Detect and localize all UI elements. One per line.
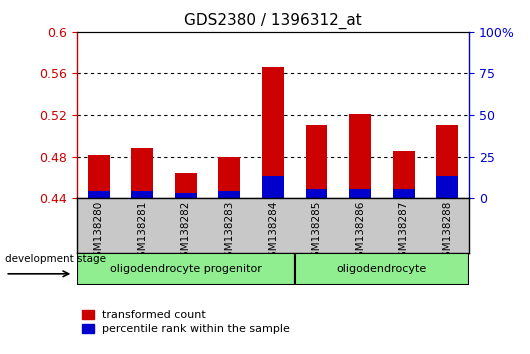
Text: oligodendrocyte progenitor: oligodendrocyte progenitor (110, 264, 262, 274)
FancyBboxPatch shape (295, 253, 469, 285)
Text: GSM138280: GSM138280 (94, 201, 104, 264)
Text: oligodendrocyte: oligodendrocyte (337, 264, 427, 274)
Bar (88, 191, 110, 198)
Bar (436, 125, 458, 198)
Bar (262, 67, 284, 198)
Text: GSM138281: GSM138281 (137, 201, 147, 264)
Text: development stage: development stage (5, 255, 107, 264)
Bar (262, 176, 284, 198)
Text: GSM138283: GSM138283 (224, 201, 234, 264)
Title: GDS2380 / 1396312_at: GDS2380 / 1396312_at (184, 13, 362, 29)
Legend: transformed count, percentile rank within the sample: transformed count, percentile rank withi… (82, 310, 290, 334)
Bar (349, 114, 371, 198)
Text: GSM138284: GSM138284 (268, 201, 278, 264)
Bar (436, 176, 458, 198)
Text: GSM138287: GSM138287 (399, 201, 409, 264)
Bar (131, 148, 153, 198)
Text: GSM138288: GSM138288 (442, 201, 452, 264)
Bar (88, 155, 110, 198)
Text: GSM138285: GSM138285 (312, 201, 322, 264)
Bar (218, 191, 240, 198)
Bar (393, 189, 414, 198)
Bar (306, 125, 328, 198)
Bar (131, 191, 153, 198)
Bar (393, 152, 414, 198)
Text: GSM138286: GSM138286 (355, 201, 365, 264)
Bar (218, 156, 240, 198)
Bar (175, 193, 197, 198)
Bar (349, 189, 371, 198)
Bar (306, 189, 328, 198)
FancyBboxPatch shape (77, 253, 295, 285)
Bar (175, 173, 197, 198)
Text: GSM138282: GSM138282 (181, 201, 191, 264)
